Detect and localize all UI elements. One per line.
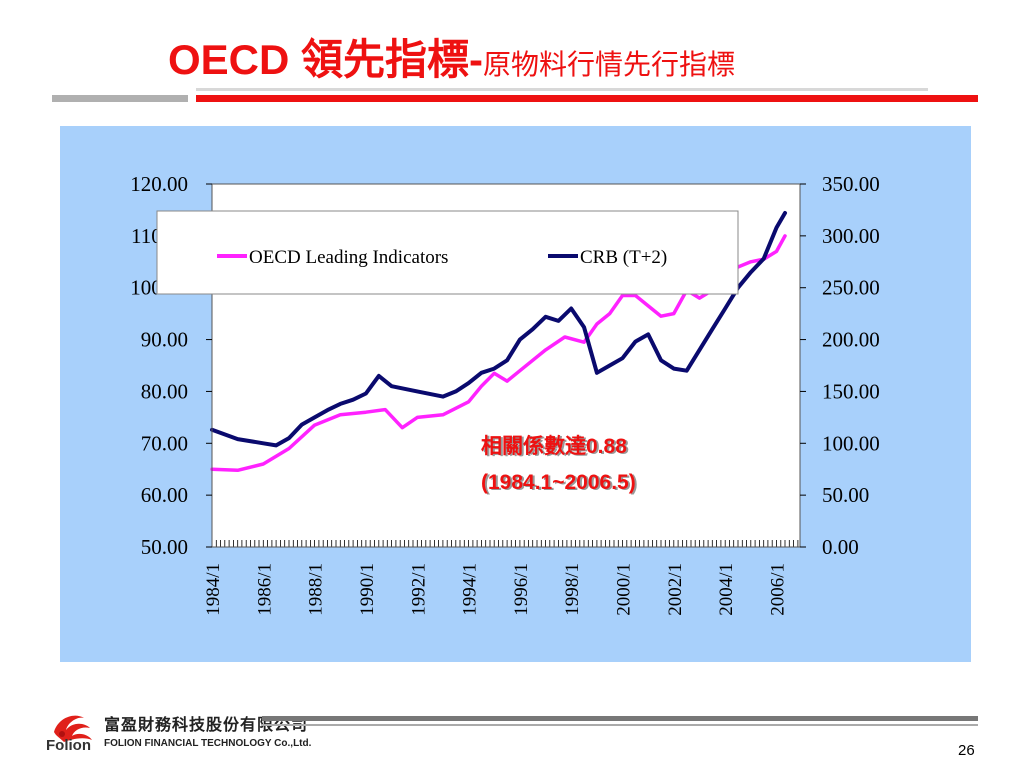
legend-box bbox=[156, 210, 739, 295]
x-axis-tick-label: 1984/1 bbox=[203, 563, 224, 616]
left-axis-tick-label: 70.00 bbox=[141, 431, 188, 455]
left-axis-tick-label: 50.00 bbox=[141, 535, 188, 559]
legend-label-oecd: OECD Leading Indicators bbox=[249, 247, 448, 268]
right-axis-tick-label: 200.00 bbox=[822, 328, 880, 352]
left-axis-tick-label: 90.00 bbox=[141, 328, 188, 352]
plot-frame bbox=[211, 183, 801, 548]
right-axis-tick-label: 50.00 bbox=[822, 483, 869, 507]
chart-panel: 120.00110.00100.0090.0080.0070.0060.0050… bbox=[60, 126, 971, 662]
x-axis-tick-label: 1986/1 bbox=[254, 563, 275, 616]
left-axis-tick-label: 120.00 bbox=[130, 172, 188, 196]
slide-title-main: OECD 領先指標- bbox=[168, 36, 484, 83]
x-axis-tick-label: 1998/1 bbox=[562, 563, 583, 616]
right-axis-tick-label: 350.00 bbox=[822, 172, 880, 196]
series-line-crb bbox=[210, 211, 787, 448]
right-axis-tick-label: 100.00 bbox=[822, 431, 880, 455]
legend-label-crb: CRB (T+2) bbox=[580, 247, 667, 268]
x-axis-tick-label: 1996/1 bbox=[511, 563, 532, 616]
page-number: 26 bbox=[958, 742, 975, 759]
footer-brand: Folion bbox=[46, 737, 91, 754]
right-axis-tick-label: 0.00 bbox=[822, 535, 859, 559]
x-axis-tick-label: 1988/1 bbox=[306, 563, 327, 616]
annotation-period: (1984.1~2006.5) bbox=[481, 471, 636, 494]
x-axis-tick-label: 1990/1 bbox=[357, 563, 378, 616]
title-underline-gray bbox=[52, 95, 188, 102]
x-axis-tick-label: 2000/1 bbox=[614, 563, 635, 616]
footer-company-zh: 富盈財務科技股份有限公司 bbox=[104, 715, 309, 734]
folion-logo-icon bbox=[54, 715, 92, 742]
right-axis-tick-label: 300.00 bbox=[822, 224, 880, 248]
right-axis-tick-label: 150.00 bbox=[822, 379, 880, 403]
footer-rule-thin bbox=[262, 724, 978, 726]
title-underline-red bbox=[196, 95, 978, 102]
right-axis-tick-label: 250.00 bbox=[822, 276, 880, 300]
slide-title: OECD 領先指標-原物料行情先行指標 bbox=[168, 26, 735, 86]
annotation-correlation: 相關係數達0.88 bbox=[481, 434, 627, 458]
title-underline-shade bbox=[196, 88, 928, 91]
x-axis-tick-label: 1992/1 bbox=[408, 563, 429, 616]
x-axis-tick-label: 1994/1 bbox=[460, 563, 481, 616]
footer-company-en: FOLION FINANCIAL TECHNOLOGY Co.,Ltd. bbox=[104, 738, 312, 749]
annotation-shadow: (1984.1~2006.5) bbox=[483, 472, 638, 495]
x-axis-tick-label: 2002/1 bbox=[665, 563, 686, 616]
x-axis-tick-label: 2004/1 bbox=[716, 563, 737, 616]
left-axis-tick-label: 60.00 bbox=[141, 483, 188, 507]
x-axis-tick-label: 2006/1 bbox=[768, 563, 789, 616]
left-axis-tick-label: 80.00 bbox=[141, 379, 188, 403]
annotation-shadow: 相關係數達0.88 bbox=[483, 435, 629, 459]
chart-svg: 120.00110.00100.0090.0080.0070.0060.0050… bbox=[130, 172, 880, 616]
slide-title-sub: 原物料行情先行指標 bbox=[483, 48, 736, 81]
footer-rule bbox=[262, 716, 978, 721]
